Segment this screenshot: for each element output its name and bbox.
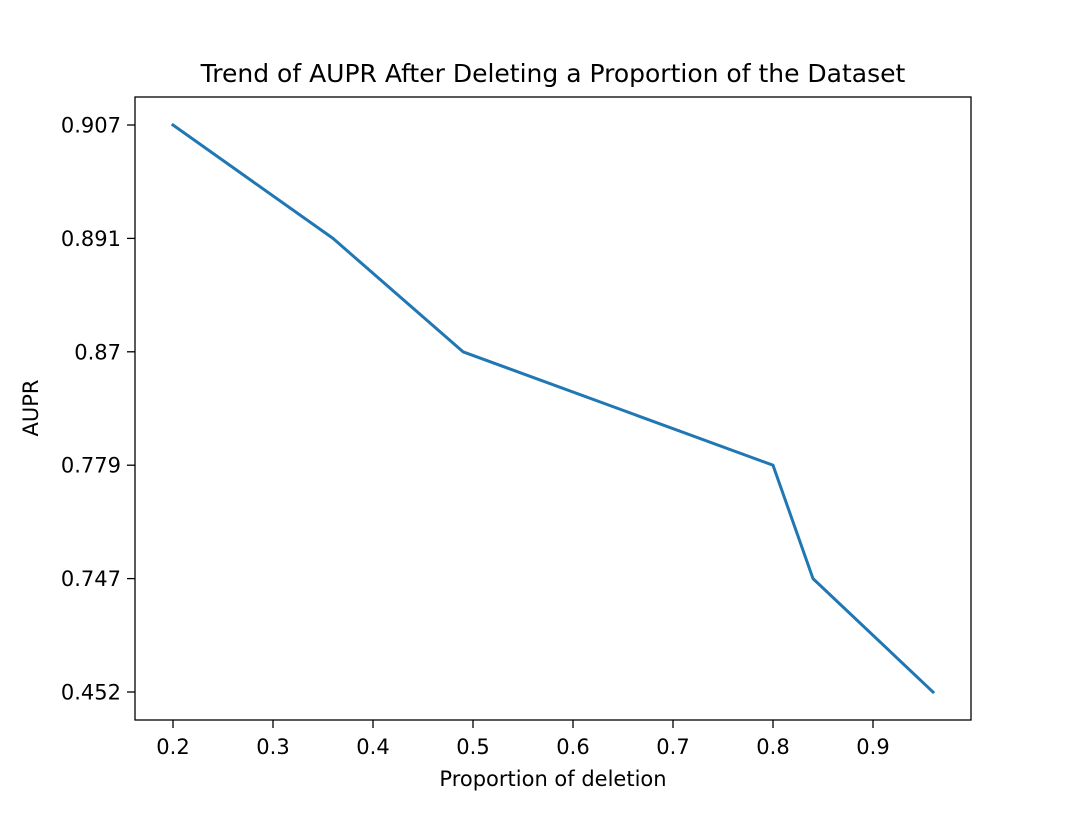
x-tick-label: 0.8 bbox=[756, 735, 789, 759]
y-tick-label: 0.87 bbox=[74, 340, 121, 364]
x-tick-label: 0.9 bbox=[856, 735, 889, 759]
y-tick-label: 0.891 bbox=[61, 227, 121, 251]
y-tick-label: 0.779 bbox=[61, 454, 121, 478]
y-axis-label: AUPR bbox=[19, 380, 43, 437]
x-tick-label: 0.7 bbox=[656, 735, 689, 759]
x-tick-label: 0.2 bbox=[156, 735, 189, 759]
x-tick-label: 0.5 bbox=[456, 735, 489, 759]
chart-title: Trend of AUPR After Deleting a Proportio… bbox=[200, 59, 906, 88]
x-tick-label: 0.6 bbox=[556, 735, 589, 759]
y-tick-label: 0.907 bbox=[61, 114, 121, 138]
x-tick-label: 0.3 bbox=[256, 735, 289, 759]
y-tick-label: 0.747 bbox=[61, 567, 121, 591]
x-axis-label: Proportion of deletion bbox=[439, 767, 666, 791]
x-tick-label: 0.4 bbox=[356, 735, 389, 759]
y-tick-label: 0.452 bbox=[61, 681, 121, 705]
